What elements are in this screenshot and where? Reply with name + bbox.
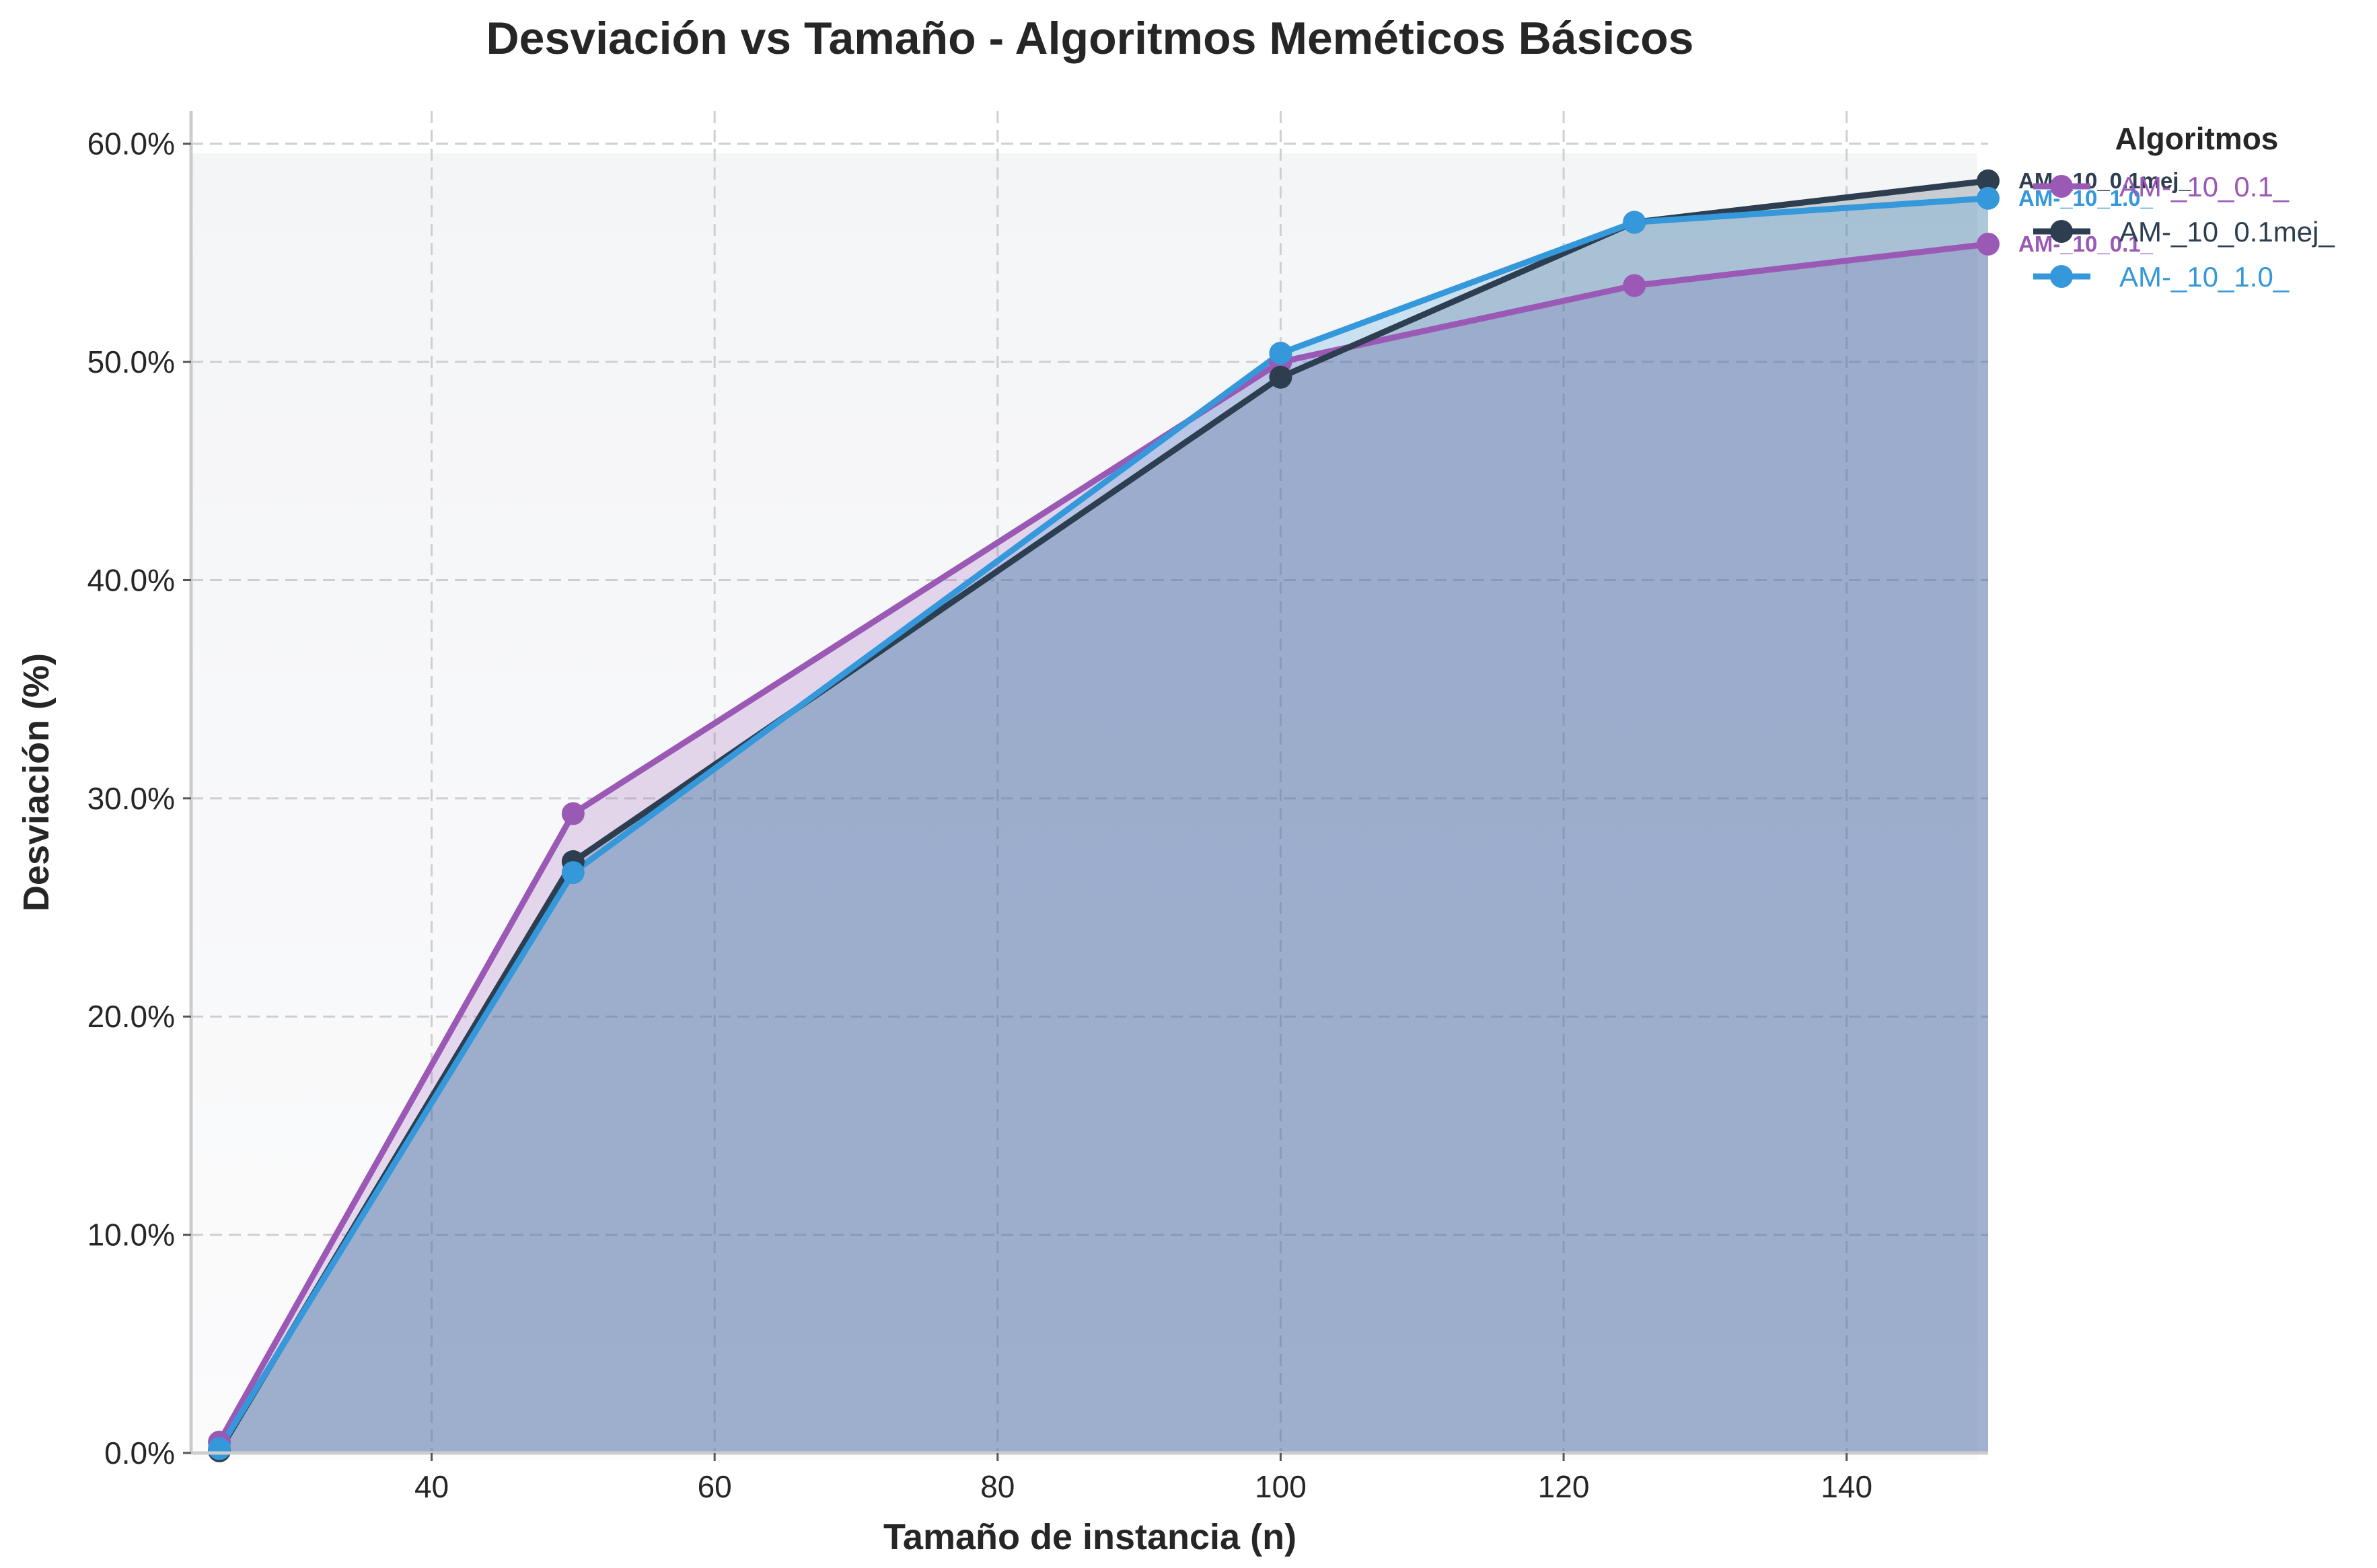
y-tick-label: 50.0% (87, 344, 175, 379)
y-tick-label: 30.0% (87, 781, 175, 816)
legend-item[interactable]: AM-_10_1.0_ (2033, 261, 2290, 293)
data-point (561, 861, 585, 885)
x-tick-label: 80 (980, 1469, 1015, 1504)
y-ticks: 0.0% 10.0% 20.0% 30.0% 40.0% 50.0% 60.0% (87, 126, 191, 1470)
legend[interactable]: Algoritmos AM-_10_0.1_ AM-_10_0.1mej_ AM-_… (2033, 121, 2335, 293)
x-axis-label: Tamaño de instancia (n) (883, 1517, 1296, 1557)
data-point (1977, 232, 2000, 256)
x-ticks: 40 60 80 100 120 140 (414, 1453, 1872, 1504)
grid (191, 111, 1988, 1453)
legend-marker (2050, 265, 2073, 288)
data-point (561, 802, 585, 825)
series-area-2 (219, 198, 1988, 1453)
legend-label: AM-_10_1.0_ (2119, 261, 2290, 293)
x-tick-label: 60 (698, 1469, 732, 1504)
x-tick-label: 40 (414, 1469, 449, 1504)
y-tick-label: 40.0% (87, 562, 175, 597)
legend-item[interactable]: AM-_10_0.1mej_ (2033, 216, 2335, 248)
series-area-0 (219, 244, 1988, 1453)
legend-label: AM-_10_0.1_ (2119, 171, 2290, 202)
data-point (208, 1437, 231, 1460)
data-point (1977, 186, 2000, 210)
data-point (1623, 274, 1646, 297)
x-tick-label: 100 (1255, 1469, 1307, 1504)
series-markers (208, 169, 2000, 1462)
data-point (1977, 169, 2000, 192)
x-tick-label: 120 (1538, 1469, 1590, 1504)
chart-title: Desviación vs Tamaño - Algoritmos Meméti… (486, 13, 1694, 64)
area-fills (219, 180, 1988, 1453)
y-axis-label: Desviación (%) (16, 653, 57, 911)
series-end-label: AM-_10_1.0_ (2018, 186, 2154, 211)
y-tick-label: 60.0% (87, 126, 175, 161)
plot-background (192, 153, 1977, 1460)
y-tick-label: 20.0% (87, 999, 175, 1034)
legend-title: Algoritmos (2115, 121, 2279, 156)
axes (189, 111, 1988, 1455)
y-tick-label: 0.0% (104, 1435, 175, 1470)
legend-marker (2050, 175, 2073, 198)
y-tick-label: 10.0% (87, 1218, 175, 1253)
series-end-label: AM-_10_0.1_ (2018, 231, 2154, 256)
series-area-1 (219, 180, 1988, 1453)
legend-item[interactable]: AM-_10_0.1_ (2033, 171, 2290, 202)
legend-marker (2050, 220, 2073, 243)
data-point (1269, 342, 1292, 365)
data-point (1623, 211, 1646, 234)
legend-label: AM-_10_0.1mej_ (2119, 216, 2335, 248)
data-point (1269, 365, 1292, 389)
x-tick-label: 140 (1821, 1469, 1872, 1504)
